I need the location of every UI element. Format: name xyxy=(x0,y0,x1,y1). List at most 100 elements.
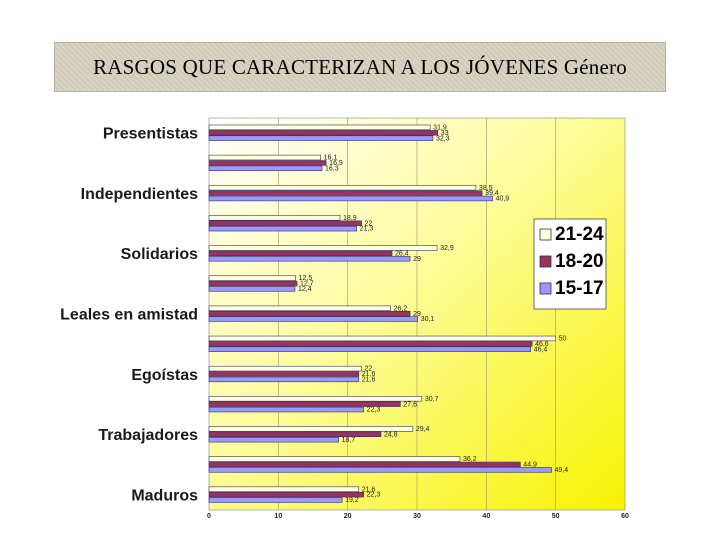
bar xyxy=(208,497,343,503)
bar xyxy=(208,160,327,166)
bar xyxy=(208,275,296,281)
category-label: Trabajadores xyxy=(98,427,198,444)
bar-data-label: 29 xyxy=(413,311,421,318)
bar xyxy=(208,371,360,377)
category-label: Maduros xyxy=(131,487,198,504)
bar xyxy=(208,286,296,292)
bar xyxy=(208,437,339,443)
bar-data-label: 29,4 xyxy=(416,426,430,433)
bar-data-label: 33 xyxy=(441,130,449,137)
bar-data-label: 12,5 xyxy=(299,275,313,282)
bar xyxy=(208,215,341,221)
bar xyxy=(208,467,552,473)
category-label: Independientes xyxy=(81,186,198,203)
bar-data-label: 27,6 xyxy=(403,401,417,408)
bar-data-label: 32,9 xyxy=(440,245,454,252)
bar-data-label: 39,4 xyxy=(485,190,499,197)
bar-data-label: 38,5 xyxy=(479,185,493,192)
bar-data-label: 21,6 xyxy=(362,486,376,493)
x-tick-label: 0 xyxy=(207,513,211,520)
bar-data-label: 22 xyxy=(365,220,373,227)
x-tick-label: 20 xyxy=(344,513,352,520)
bar-data-label: 22,3 xyxy=(367,407,381,414)
bar-data-label: 46,6 xyxy=(535,341,549,348)
bar xyxy=(208,346,532,352)
bar xyxy=(208,154,321,161)
x-tick-label: 60 xyxy=(621,513,629,520)
bar-data-label: 32,3 xyxy=(436,135,450,142)
bar-data-label: 40,9 xyxy=(496,196,510,203)
bar-data-label: 16,9 xyxy=(329,160,343,167)
bar xyxy=(208,124,431,131)
bar xyxy=(208,365,362,372)
bar xyxy=(208,335,556,342)
bar xyxy=(208,190,483,196)
bar xyxy=(208,130,439,136)
x-tick-label: 30 xyxy=(413,513,421,520)
bar-data-label: 21,3 xyxy=(360,226,374,233)
bar xyxy=(208,456,461,462)
chart-title: RASGOS QUE CARACTERIZAN A LOS JÓVENES Gé… xyxy=(93,54,627,79)
bar-data-label: 29 xyxy=(413,256,421,263)
bar-data-label: 21,6 xyxy=(362,371,376,378)
bar-data-label: 22,3 xyxy=(367,492,381,499)
bar-data-label: 36,2 xyxy=(463,456,477,463)
bar xyxy=(208,486,360,492)
bar xyxy=(208,316,418,322)
bar-data-label: 30,7 xyxy=(425,396,439,403)
bar xyxy=(208,426,414,432)
x-tick-label: 40 xyxy=(482,513,490,520)
bar xyxy=(208,220,362,226)
legend-swatch xyxy=(539,228,552,241)
legend-label: 18-20 xyxy=(555,251,604,272)
x-tick-label: 10 xyxy=(274,513,282,520)
bar xyxy=(208,401,401,407)
bar xyxy=(208,225,357,232)
bar-data-label: 26,4 xyxy=(395,250,409,257)
bar-data-label: 30,1 xyxy=(421,316,435,323)
bar xyxy=(208,195,493,202)
bar-data-label: 16,3 xyxy=(325,165,339,172)
bar xyxy=(208,280,298,287)
title-banner: RASGOS QUE CARACTERIZAN A LOS JÓVENES Gé… xyxy=(54,42,666,92)
bar xyxy=(208,256,411,262)
bar-data-label: 18,9 xyxy=(343,215,357,222)
bar xyxy=(208,376,360,383)
bar-data-label: 21,6 xyxy=(362,377,376,384)
bar-data-label: 18,7 xyxy=(342,437,356,444)
bar-data-label: 24,8 xyxy=(384,431,398,438)
bar-data-label: 49,4 xyxy=(555,467,569,474)
category-label: Solidarios xyxy=(121,246,198,263)
bar-data-label: 19,2 xyxy=(345,497,359,504)
legend-label: 21-24 xyxy=(555,224,604,245)
category-label: Egoístas xyxy=(131,367,198,384)
bar-data-label: 31,9 xyxy=(433,124,447,131)
bar-data-label: 26,2 xyxy=(394,305,408,312)
bar xyxy=(208,184,477,191)
category-label: Presentistas xyxy=(103,126,198,143)
bar xyxy=(208,135,434,141)
bar xyxy=(208,305,391,311)
legend-swatch xyxy=(539,255,552,268)
category-label: Leales en amistad xyxy=(60,307,198,324)
bar xyxy=(208,165,323,172)
bar-data-label: 16,1 xyxy=(324,155,338,162)
legend-swatch xyxy=(539,282,552,295)
bar-data-label: 12,7 xyxy=(300,281,314,288)
bar xyxy=(208,406,364,413)
bar-data-label: 44,9 xyxy=(523,462,537,469)
legend-label: 15-17 xyxy=(555,278,604,299)
bar xyxy=(208,245,438,251)
bar-data-label: 12,4 xyxy=(298,286,312,293)
bar-data-label: 46,4 xyxy=(534,346,548,353)
bar xyxy=(208,250,393,257)
bar-data-label: 50 xyxy=(559,336,567,343)
bar xyxy=(208,341,533,347)
bar-data-label: 22 xyxy=(365,366,373,373)
bar xyxy=(208,491,364,498)
bar xyxy=(208,461,521,468)
bar xyxy=(208,396,423,402)
x-tick-label: 50 xyxy=(552,513,560,520)
bar xyxy=(208,311,411,317)
